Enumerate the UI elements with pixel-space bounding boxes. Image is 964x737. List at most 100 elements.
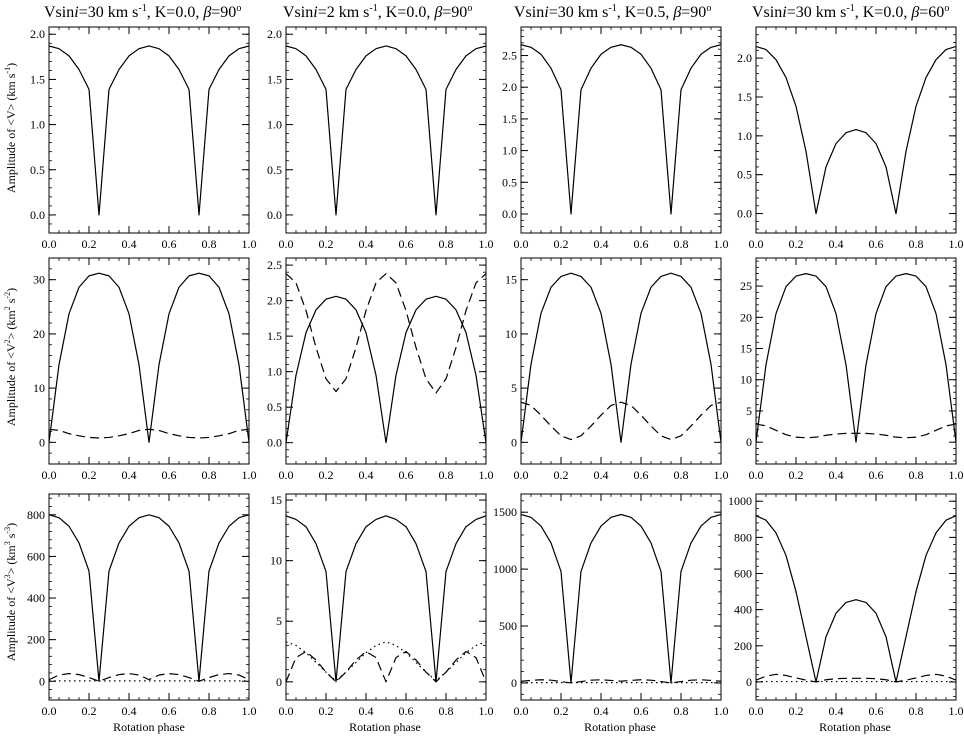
x-tick-label: 0.4 <box>829 237 844 251</box>
series-line-solid <box>286 515 486 683</box>
x-axis-label-col-4: Rotation phase <box>819 720 891 734</box>
x-tick-label: 0.8 <box>909 468 924 482</box>
y-tick-label: 1.0 <box>267 118 282 132</box>
y-tick-label: 5 <box>746 404 752 418</box>
x-tick-label: 1.0 <box>714 704 729 718</box>
x-tick-label: 1.0 <box>242 704 257 718</box>
x-tick-label: 1.0 <box>479 704 494 718</box>
column-title-4: Vsini=30 km s-1, K=0.0, β=60o <box>752 3 949 21</box>
x-tick-label: 0.2 <box>554 704 569 718</box>
plot-frame <box>755 493 957 701</box>
series-line-dashed <box>756 423 956 439</box>
plot-frame <box>48 257 250 465</box>
x-tick-label: 0.2 <box>789 704 804 718</box>
x-tick-label: 0.8 <box>909 704 924 718</box>
y-tick-label: 500 <box>499 619 517 633</box>
plot-frame <box>755 257 957 465</box>
panel-r3-c3: 0.0 0.2 0.4 0.6 0.8 1.0 0 500 1000 1500 <box>493 493 729 718</box>
y-tick-label: 2.5 <box>267 258 282 272</box>
x-tick-label: 0.8 <box>909 237 924 251</box>
y-tick-label: 1500 <box>493 505 517 519</box>
series-line-solid <box>49 45 249 216</box>
y-tick-label: 2.0 <box>737 51 752 65</box>
series-line-dashed <box>756 673 956 683</box>
y-tick-label: 10 <box>505 327 517 341</box>
plot-frame <box>755 26 957 234</box>
x-tick-label: 0.6 <box>634 704 649 718</box>
series-line-solid <box>756 273 956 443</box>
y-tick-label: 10 <box>33 381 45 395</box>
x-tick-label: 0.6 <box>399 468 414 482</box>
y-tick-label: 0 <box>276 675 282 689</box>
x-tick-label: 1.0 <box>714 468 729 482</box>
y-tick-label: 0.0 <box>30 208 45 222</box>
x-tick-label: 0.2 <box>319 468 334 482</box>
x-tick-label: 0.0 <box>749 704 764 718</box>
plot-frame <box>285 26 487 234</box>
y-tick-label: 0.0 <box>502 207 517 221</box>
y-tick-label: 0 <box>746 675 752 689</box>
y-tick-label: 10 <box>740 373 752 387</box>
x-tick-label: 0.6 <box>634 237 649 251</box>
x-tick-label: 0.2 <box>82 704 97 718</box>
series-line-solid <box>286 45 486 216</box>
series-line-dashed <box>286 650 486 683</box>
plot-frame <box>520 26 722 234</box>
x-tick-label: 1.0 <box>242 237 257 251</box>
x-tick-label: 0.0 <box>749 237 764 251</box>
plot-frame <box>285 257 487 465</box>
x-axis-label-col-3: Rotation phase <box>584 720 656 734</box>
row-y-labels: Amplitude of <V> (km s-1) Amplitude of <… <box>3 63 18 661</box>
y-tick-label: 2.0 <box>267 294 282 308</box>
y-tick-label: 2.0 <box>267 27 282 41</box>
y-axis-label-row-3: Amplitude of <V3> (km3 s-3) <box>3 523 18 661</box>
x-tick-label: 0.8 <box>439 237 454 251</box>
x-tick-label: 0.8 <box>439 468 454 482</box>
series-line-dotted <box>286 641 486 682</box>
x-axis-label-col-1: Rotation phase <box>113 720 185 734</box>
series-line-dashed <box>49 428 249 439</box>
series-line-solid <box>521 44 721 215</box>
y-axis-label-row-1: Amplitude of <V> (km s-1) <box>3 63 18 193</box>
panel-r2-c1: 0.0 0.2 0.4 0.6 0.8 1.0 0 10 20 30 <box>33 257 257 482</box>
plot-frame <box>520 257 722 465</box>
x-tick-label: 0.2 <box>554 468 569 482</box>
x-tick-label: 0.2 <box>789 468 804 482</box>
x-tick-label: 0.0 <box>279 237 294 251</box>
y-tick-label: 0.5 <box>30 163 45 177</box>
x-tick-label: 0.4 <box>359 468 374 482</box>
y-tick-label: 15 <box>270 493 282 507</box>
panels: 0.0 0.2 0.4 0.6 0.8 1.00.00.51.01.52.00.0 0.2 0… <box>27 26 964 718</box>
y-tick-label: 25 <box>740 279 752 293</box>
x-tick-label: 0.8 <box>674 468 689 482</box>
x-tick-label: 0.8 <box>674 237 689 251</box>
y-tick-label: 0.0 <box>737 207 752 221</box>
y-tick-label: 5 <box>511 381 517 395</box>
x-tick-label: 0.2 <box>82 468 97 482</box>
x-tick-label: 0.6 <box>399 704 414 718</box>
x-tick-label: 0.4 <box>594 468 609 482</box>
x-tick-label: 0.8 <box>202 237 217 251</box>
x-tick-label: 0.0 <box>279 468 294 482</box>
plot-frame <box>48 26 250 234</box>
y-tick-label: 200 <box>27 633 45 647</box>
x-tick-label: 1.0 <box>949 468 964 482</box>
x-tick-label: 0.0 <box>42 704 57 718</box>
x-tick-label: 0.2 <box>82 237 97 251</box>
y-tick-label: 600 <box>734 567 752 581</box>
x-tick-label: 0.6 <box>869 704 884 718</box>
x-tick-label: 1.0 <box>242 468 257 482</box>
y-tick-label: 0 <box>39 674 45 688</box>
series-line-solid <box>756 45 956 215</box>
x-tick-label: 0.2 <box>319 704 334 718</box>
y-tick-label: 1.0 <box>737 129 752 143</box>
panel-r2-c3: 0.0 0.2 0.4 0.6 0.8 1.0 0 5 10 15 <box>505 257 729 482</box>
x-tick-label: 0.4 <box>359 237 374 251</box>
series-line-dashed <box>521 679 721 684</box>
y-tick-label: 0 <box>39 435 45 449</box>
x-tick-label: 0.6 <box>869 468 884 482</box>
y-tick-label: 1.5 <box>502 112 517 126</box>
x-tick-label: 0.0 <box>514 237 529 251</box>
y-tick-label: 10 <box>270 554 282 568</box>
x-tick-label: 0.4 <box>359 704 374 718</box>
